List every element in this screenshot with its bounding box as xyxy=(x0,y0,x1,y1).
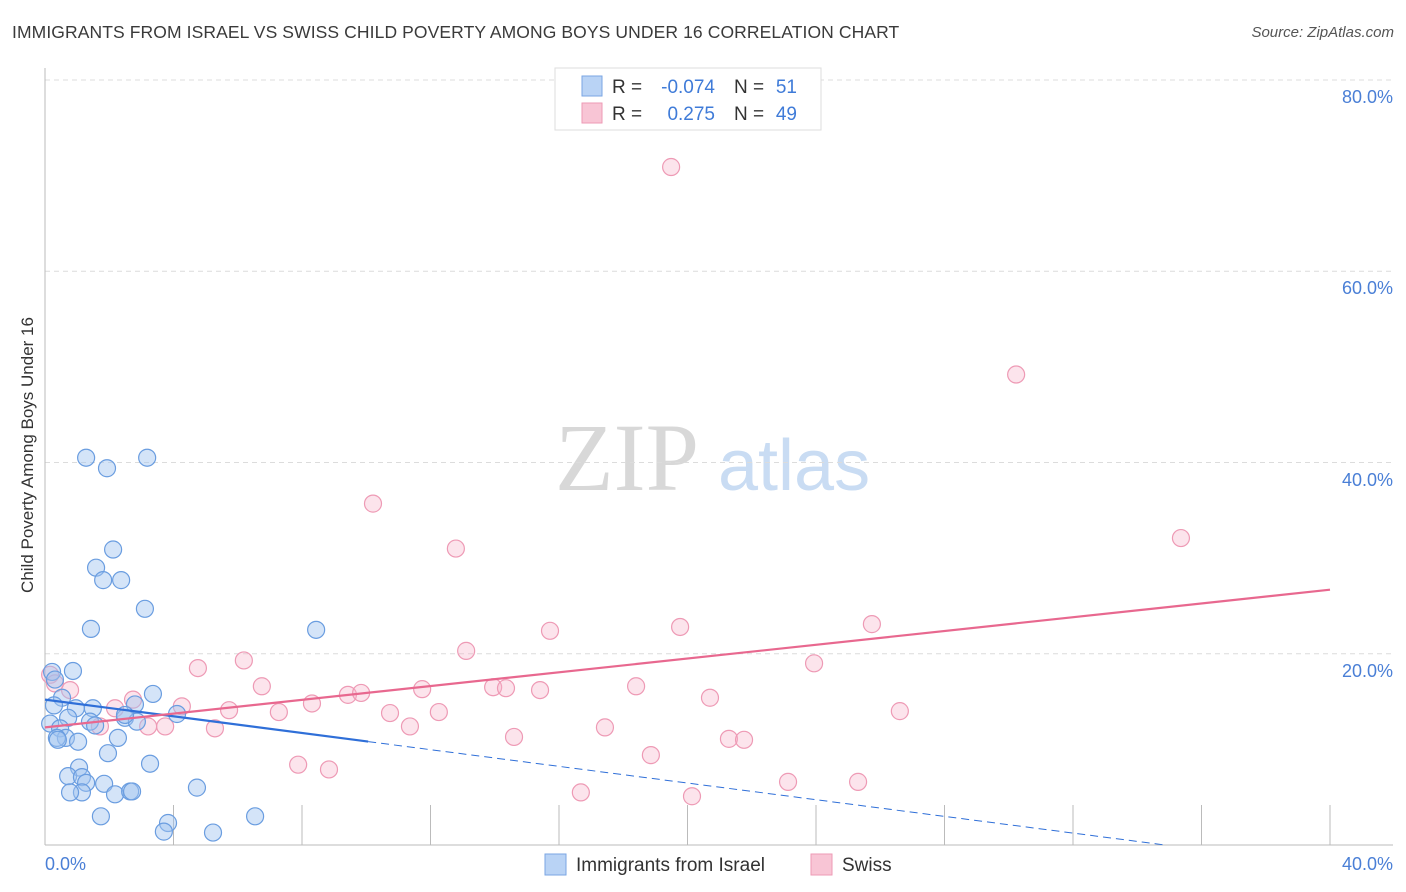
swiss-point xyxy=(319,760,339,779)
israel-point xyxy=(140,754,160,773)
swiss-point xyxy=(540,621,560,640)
israel-point xyxy=(63,661,83,681)
r-label-pink: R = xyxy=(612,104,642,125)
swiss-point xyxy=(530,680,550,700)
r-value-pink: 0.275 xyxy=(667,104,715,125)
israel-point xyxy=(245,807,265,826)
r-value-blue: -0.074 xyxy=(661,77,715,98)
n-label-blue: N = xyxy=(734,77,764,98)
israel-point xyxy=(307,620,326,639)
swiss-point xyxy=(890,702,909,721)
swiss-point xyxy=(504,727,524,747)
swiss-point xyxy=(595,718,615,737)
stats-legend: R = -0.074 N = 51 R = 0.275 N = 49 xyxy=(554,67,822,131)
swiss-point xyxy=(626,677,646,696)
y-tick-label-40: 40.0% xyxy=(1342,470,1393,490)
swiss-point xyxy=(662,157,681,177)
israel-point xyxy=(122,782,142,801)
israel-point xyxy=(95,774,114,793)
swiss-point xyxy=(219,701,239,720)
swiss-point xyxy=(363,494,383,513)
swiss-point xyxy=(457,641,476,660)
israel-point xyxy=(60,783,80,802)
israel-point xyxy=(86,716,105,735)
swiss-point xyxy=(862,615,881,634)
israel-trend-line-extension xyxy=(368,741,1166,846)
israel-point xyxy=(94,571,113,590)
swiss-point xyxy=(446,539,465,558)
swiss-point xyxy=(700,688,720,707)
watermark-zip: ZIP xyxy=(555,404,699,511)
swiss-point xyxy=(45,674,65,693)
israel-point xyxy=(105,785,125,804)
swiss-point xyxy=(269,702,288,722)
series-legend: Immigrants from Israel Swiss xyxy=(544,853,892,876)
israel-point xyxy=(154,822,173,841)
israel-point xyxy=(104,540,123,559)
n-value-pink: 49 xyxy=(776,104,797,125)
swiss-point xyxy=(682,787,702,806)
x-tick-label-min: 0.0% xyxy=(45,854,86,874)
swiss-point xyxy=(252,677,271,696)
legend-swatch-israel xyxy=(544,853,567,876)
israel-point xyxy=(112,571,131,590)
chart-title: IMMIGRANTS FROM ISRAEL VS SWISS CHILD PO… xyxy=(12,22,900,42)
swiss-point xyxy=(413,680,432,699)
legend-swatch-pink xyxy=(581,102,603,124)
israel-point xyxy=(50,719,70,738)
n-label-pink: N = xyxy=(734,104,764,125)
legend-label-swiss: Swiss xyxy=(842,855,892,876)
swiss-point xyxy=(734,730,754,749)
swiss-point xyxy=(671,617,690,637)
israel-point xyxy=(48,730,67,749)
swiss-point xyxy=(289,755,308,774)
r-label-blue: R = xyxy=(612,77,642,98)
israel-point xyxy=(158,813,178,833)
n-value-blue: 51 xyxy=(776,77,797,98)
israel-point xyxy=(98,744,118,763)
israel-point xyxy=(97,459,117,478)
israel-point xyxy=(91,807,110,826)
israel-point xyxy=(135,599,155,618)
swiss-point xyxy=(719,729,739,748)
swiss-point xyxy=(429,702,448,722)
israel-point xyxy=(77,448,96,467)
swiss-point xyxy=(1171,528,1191,548)
israel-point xyxy=(77,773,96,792)
swiss-point xyxy=(380,703,400,723)
y-axis-label: Child Poverty Among Boys Under 16 xyxy=(18,317,37,593)
israel-point xyxy=(81,619,101,638)
swiss-point xyxy=(234,651,253,670)
swiss-point xyxy=(1007,365,1026,384)
swiss-point xyxy=(205,719,225,738)
swiss-point xyxy=(400,717,420,736)
y-tick-label-80: 80.0% xyxy=(1342,87,1393,107)
israel-point xyxy=(143,684,163,704)
legend-label-israel: Immigrants from Israel xyxy=(576,855,765,876)
israel-point xyxy=(68,732,88,751)
y-tick-label-20: 20.0% xyxy=(1342,661,1393,681)
israel-trend-line xyxy=(44,698,369,743)
source-label: Source: ZipAtlas.com xyxy=(1251,24,1394,41)
israel-point xyxy=(108,728,128,748)
swiss-point xyxy=(778,772,798,791)
watermark-atlas: atlas xyxy=(718,426,870,506)
swiss-point xyxy=(496,679,516,698)
swiss-point xyxy=(804,654,824,673)
israel-point xyxy=(45,670,65,689)
x-tick-label-max: 40.0% xyxy=(1342,854,1393,874)
swiss-point xyxy=(188,658,208,678)
swiss-point xyxy=(156,717,175,736)
legend-swatch-swiss xyxy=(810,853,833,876)
swiss-point xyxy=(571,783,590,802)
legend-swatch-blue xyxy=(581,75,603,97)
israel-point xyxy=(203,823,223,842)
swiss-point xyxy=(848,772,868,791)
y-tick-label-60: 60.0% xyxy=(1342,278,1393,298)
swiss-point xyxy=(641,746,660,765)
swiss-trend-line xyxy=(44,588,1331,729)
israel-point xyxy=(187,778,207,797)
israel-point xyxy=(138,448,157,467)
